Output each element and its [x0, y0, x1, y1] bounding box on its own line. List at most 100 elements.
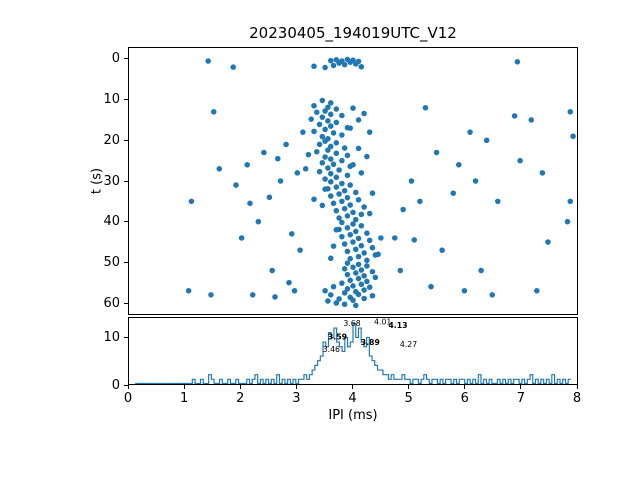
peak-annotation: 3.59 [328, 333, 347, 342]
scatter-point [341, 241, 348, 247]
scatter-point [327, 255, 334, 262]
scatter-point [433, 149, 440, 156]
scatter-plot [128, 47, 578, 315]
scatter-point [570, 133, 576, 140]
scatter-point [422, 104, 429, 111]
scatter-point [233, 182, 239, 188]
histogram-step-line [135, 322, 571, 384]
tick-mark [352, 385, 353, 389]
scatter-point [369, 190, 376, 196]
scatter-point [319, 159, 326, 166]
tick-mark [239, 385, 241, 389]
tick-label: 0 [123, 391, 133, 406]
scatter-point [333, 184, 340, 190]
scatter-point [336, 191, 342, 197]
scatter-point [333, 106, 340, 112]
tick-mark [295, 385, 297, 389]
scatter-point [375, 251, 381, 258]
tick-mark [123, 384, 128, 386]
scatter-point [333, 174, 340, 181]
scatter-point [353, 228, 359, 235]
tick-label: 50 [103, 255, 120, 271]
scatter-point [325, 147, 331, 153]
scatter-point [308, 116, 314, 122]
scatter-point [358, 170, 365, 176]
scatter-point [450, 190, 457, 196]
scatter-canvas [185, 56, 576, 309]
scatter-point [316, 141, 323, 148]
scatter-point [330, 161, 337, 168]
scatter-point [333, 227, 340, 233]
tick-mark [464, 385, 466, 389]
scatter-point [355, 145, 362, 152]
scatter-point [361, 250, 367, 256]
scatter-point [378, 235, 384, 241]
scatter-point [322, 108, 328, 114]
scatter-point [350, 239, 356, 245]
scatter-point [355, 291, 362, 298]
scatter-point [333, 207, 340, 214]
scatter-point [545, 239, 551, 245]
scatter-point [247, 200, 253, 207]
scatter-point [322, 154, 328, 160]
scatter-point [366, 210, 373, 217]
tick-mark [123, 303, 128, 305]
tick-mark [123, 57, 128, 59]
scatter-point [397, 267, 404, 274]
tick-mark [183, 385, 185, 389]
scatter-point [353, 270, 359, 276]
scatter-point [534, 287, 540, 294]
scatter-point [369, 268, 376, 275]
scatter-point [341, 290, 348, 296]
scatter-point [330, 130, 337, 136]
scatter-point [255, 218, 262, 225]
scatter-point [355, 196, 362, 203]
scatter-point [300, 129, 306, 135]
scatter-point [266, 194, 273, 201]
scatter-point [344, 213, 351, 219]
scatter-point [344, 194, 351, 201]
tick-label: 20 [103, 132, 120, 148]
scatter-point [305, 151, 312, 158]
scatter-point [205, 58, 211, 64]
scatter-point [319, 114, 326, 120]
scatter-point [230, 64, 236, 70]
scatter-point [325, 165, 331, 171]
scatter-point [392, 235, 398, 241]
scatter-point [400, 206, 406, 213]
tick-label: 60 [103, 296, 120, 312]
scatter-point [347, 125, 353, 131]
scatter-point [355, 261, 362, 268]
scatter-point [350, 209, 356, 216]
scatter-point [350, 221, 356, 227]
scatter-point [355, 117, 362, 123]
tick-label: 2 [236, 391, 245, 406]
scatter-point [330, 200, 337, 207]
scatter-point [339, 233, 345, 240]
scatter-point [353, 246, 359, 253]
scatter-point [341, 61, 348, 68]
scatter-point [358, 222, 365, 229]
scatter-point [364, 230, 370, 236]
peak-annotation: 4.01 [374, 317, 391, 326]
scatter-point [353, 302, 359, 309]
tick-label: 1 [179, 391, 189, 406]
scatter-point [350, 297, 356, 303]
scatter-point [333, 300, 340, 306]
peak-annotation: 3.46 [323, 345, 340, 354]
x-axis-label: IPI (ms) [328, 408, 378, 423]
scatter-point [361, 273, 367, 279]
scatter-point [272, 294, 278, 300]
scatter-point [495, 198, 501, 205]
scatter-point [408, 178, 415, 184]
scatter-point [366, 237, 373, 244]
scatter-point [344, 224, 351, 231]
scatter-point [339, 198, 345, 205]
scatter-point [188, 198, 195, 205]
scatter-point [344, 172, 351, 179]
scatter-point [336, 215, 342, 221]
scatter-point [366, 284, 373, 290]
tick-mark [576, 385, 578, 389]
scatter-point [344, 271, 351, 278]
scatter-point [325, 298, 331, 304]
